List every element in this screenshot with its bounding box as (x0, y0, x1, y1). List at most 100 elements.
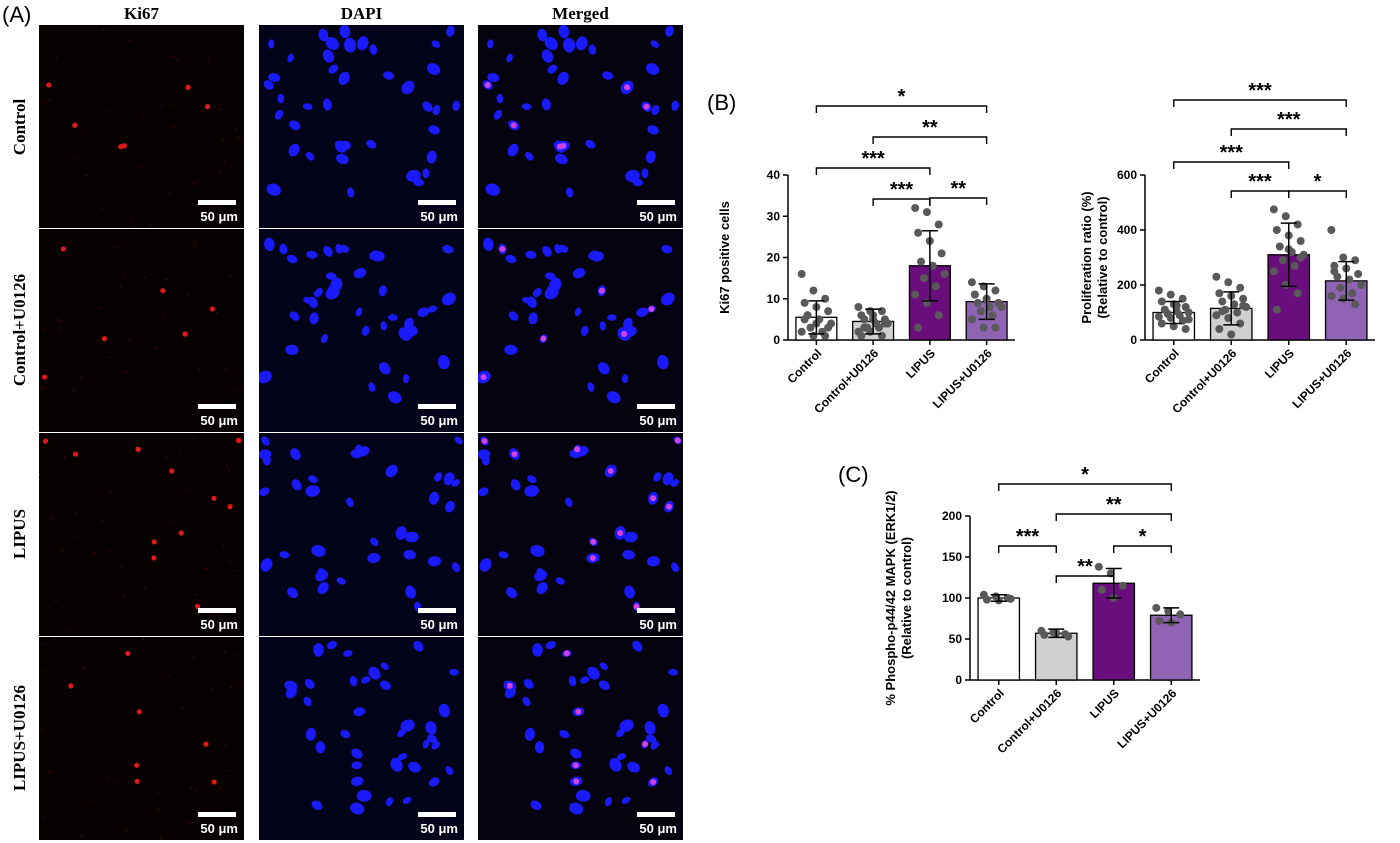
significance-label: *** (1220, 142, 1244, 164)
data-point (880, 319, 889, 328)
data-point (1272, 226, 1281, 234)
significance-label: *** (861, 148, 885, 170)
data-point (1351, 300, 1360, 309)
significance-bracket (1055, 575, 1115, 583)
data-point (982, 595, 991, 604)
scale-bar (637, 812, 675, 817)
y-tick-label: 10 (767, 292, 781, 306)
data-point (1155, 616, 1164, 625)
data-point (860, 323, 869, 332)
data-point (800, 298, 809, 307)
panel-a-label: (A) (2, 2, 32, 27)
data-point (1224, 278, 1233, 287)
row-label-control-u0126: Control+U0126 (10, 273, 29, 387)
proliferation-chart: 0 200 400 600 Proliferation ratio (%) (Relati… (1079, 80, 1375, 416)
data-point (991, 323, 1000, 332)
significance-label: *** (1016, 526, 1040, 548)
scale-bar (198, 608, 236, 613)
micrograph-blue-4: 50 μm (259, 637, 464, 840)
y-axis-label: (Relative to control) (899, 537, 914, 659)
significance-bracket (872, 136, 988, 144)
data-point (922, 208, 931, 217)
data-point (1239, 301, 1248, 310)
data-point (1094, 562, 1103, 571)
data-point (1330, 267, 1339, 276)
data-point (824, 307, 833, 316)
data-point (970, 290, 979, 299)
significance-label: * (1081, 464, 1089, 486)
significance-bracket (815, 105, 988, 113)
data-point (1339, 253, 1348, 262)
y-tick-label: 40 (767, 168, 781, 182)
significance-label: * (1314, 171, 1322, 193)
data-point (1164, 607, 1173, 616)
data-point (1184, 315, 1193, 324)
data-point (1157, 319, 1166, 328)
data-point (1330, 261, 1339, 270)
data-point (1212, 311, 1221, 320)
data-point (1154, 286, 1163, 295)
data-point (809, 286, 818, 295)
scale-bar-label: 50 μm (200, 413, 238, 428)
data-point (1224, 314, 1233, 322)
data-point (985, 303, 994, 311)
significance-bracket (1230, 128, 1347, 136)
row-label-control: Control (10, 98, 29, 156)
data-point (1348, 289, 1357, 298)
scale-bar-label: 50 μm (639, 413, 677, 428)
y-axis-label: (Relative to control) (1095, 196, 1110, 318)
data-point (1272, 305, 1281, 314)
y-tick-label: 0 (1130, 333, 1137, 347)
data-point (997, 303, 1006, 311)
significance-label: ** (1106, 494, 1122, 516)
significance-label: * (1139, 526, 1147, 548)
micrograph-red-1: 50 μm (39, 25, 244, 228)
y-tick-label: 400 (1117, 223, 1137, 237)
data-point (1184, 308, 1193, 317)
data-point (976, 307, 985, 316)
data-point (860, 315, 869, 324)
data-point (1290, 261, 1299, 270)
data-point (914, 323, 923, 332)
data-point (928, 261, 937, 270)
x-tick-label: Control (784, 346, 824, 386)
data-point (1345, 275, 1354, 284)
significance-label: *** (1248, 80, 1272, 102)
data-point (1215, 325, 1224, 333)
x-tick-label: Control (967, 686, 1007, 726)
data-point (1230, 300, 1239, 309)
data-point (911, 290, 920, 299)
data-point (911, 204, 920, 212)
erk-chart: 0 50 100 150 200 % Phospho-p44/42 MAPK (ERK1/… (883, 464, 1200, 756)
data-point (803, 311, 812, 320)
x-tick-label: LIPUS+U0126 (1290, 346, 1355, 411)
data-point (1152, 603, 1161, 612)
y-tick-label: 30 (767, 209, 781, 223)
micrograph-merged-3: 50 μm (478, 433, 683, 636)
data-point (797, 327, 806, 336)
data-point (967, 315, 976, 324)
data-point (1281, 212, 1290, 221)
data-point (1336, 283, 1345, 292)
significance-label: *** (890, 179, 914, 201)
significance-bracket (1055, 513, 1172, 521)
row-label-lipus: LIPUS (10, 508, 29, 560)
data-point (1269, 205, 1278, 214)
data-point (1157, 297, 1166, 306)
data-point (875, 323, 884, 332)
micrograph-blue-1: 50 μm (259, 25, 464, 228)
y-tick-label: 0 (955, 673, 962, 687)
data-point (1215, 289, 1224, 298)
bar-2 (1034, 632, 1078, 681)
significance-bracket (1288, 190, 1347, 198)
x-tick-label: LIPUS+U0126 (1115, 686, 1180, 751)
y-axis-label: % Phospho-p44/42 MAPK (ERK1/2) (883, 490, 898, 705)
row-label-lipus-u0126: LIPUS+U0126 (10, 684, 29, 792)
micrograph-merged-2: 50 μm (478, 229, 683, 432)
data-point (1154, 312, 1163, 321)
data-point (1227, 330, 1236, 339)
data-point (1040, 630, 1049, 639)
x-tick-label: LIPUS (903, 346, 938, 381)
significance-bracket (1173, 161, 1290, 169)
